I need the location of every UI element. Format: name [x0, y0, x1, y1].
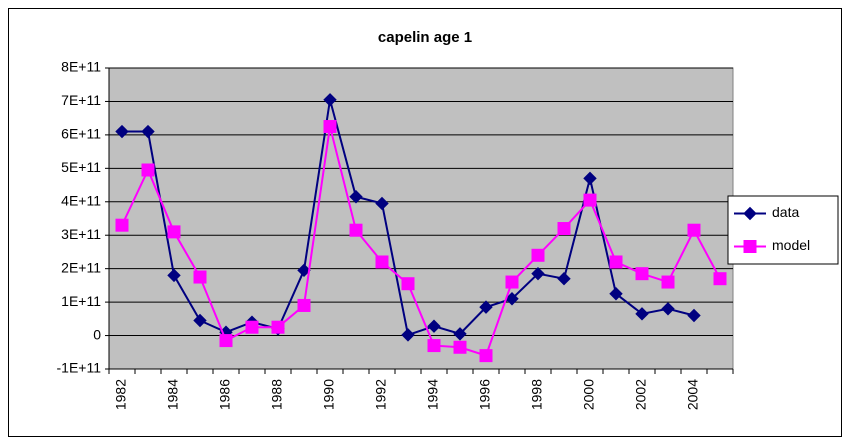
data-point: [167, 268, 181, 283]
y-tick-label: 0: [93, 326, 101, 342]
data-point: [193, 270, 207, 284]
data-point: [583, 171, 597, 186]
data-point: [557, 271, 571, 286]
x-tick-label: 2004: [685, 379, 701, 410]
data-point: [349, 190, 363, 204]
data-point: [349, 223, 363, 237]
y-tick-label: 8E+11: [61, 59, 101, 75]
x-tick-label: 1988: [269, 379, 285, 410]
y-tick-label: 7E+11: [61, 92, 101, 108]
data-point: [297, 263, 311, 278]
data-point: [531, 266, 545, 281]
legend-label: data: [772, 204, 799, 220]
y-tick-label: 4E+11: [61, 192, 101, 208]
data-point: [661, 302, 675, 316]
data-point: [193, 313, 207, 328]
x-tick-label: 1998: [529, 379, 545, 410]
data-point: [245, 320, 259, 334]
data-point: [141, 124, 155, 139]
legend-marker: [743, 240, 757, 253]
data-point: [427, 339, 441, 353]
data-point: [323, 93, 337, 107]
data-point: [297, 298, 311, 312]
data-point: [479, 349, 493, 363]
data-point: [531, 248, 545, 262]
data-point: [687, 308, 701, 323]
data-point: [661, 275, 675, 289]
data-point: [583, 193, 597, 207]
data-point: [713, 272, 727, 286]
data-point: [271, 320, 285, 334]
data-point: [635, 307, 649, 321]
y-tick-label: 6E+11: [61, 126, 101, 142]
x-tick-label: 1996: [477, 379, 493, 410]
x-tick-label: 1994: [425, 379, 441, 410]
chart-title: capelin age 1: [378, 29, 472, 46]
x-tick-label: 1986: [217, 379, 233, 410]
data-point: [167, 225, 181, 239]
x-tick-label: 1992: [373, 379, 389, 410]
data-point: [427, 319, 441, 333]
y-tick-label: -1E+11: [57, 360, 102, 376]
data-point: [557, 222, 571, 236]
data-point: [635, 267, 649, 281]
data-point: [479, 300, 493, 314]
data-point: [453, 340, 467, 354]
data-point: [687, 223, 701, 237]
legend-label: model: [772, 237, 810, 253]
x-tick-label: 1982: [113, 379, 129, 410]
data-point: [401, 277, 415, 291]
data-point: [609, 287, 623, 301]
data-point: [609, 255, 623, 269]
data-point: [505, 275, 519, 289]
plot-area: [108, 67, 734, 370]
data-point: [505, 292, 519, 306]
data-point: [375, 255, 389, 269]
y-tick-label: 1E+11: [61, 293, 101, 309]
data-point: [115, 218, 129, 232]
x-tick-label: 2000: [581, 379, 597, 410]
data-point: [141, 163, 155, 177]
y-tick-label: 5E+11: [61, 159, 101, 175]
data-point: [115, 124, 129, 139]
data-point: [219, 334, 233, 348]
x-tick-label: 2002: [633, 379, 649, 410]
data-point: [401, 328, 415, 342]
x-tick-label: 1990: [321, 379, 337, 410]
data-point: [453, 327, 467, 341]
data-point: [323, 120, 337, 134]
y-tick-label: 3E+11: [61, 226, 101, 242]
legend-marker: [743, 206, 757, 221]
y-tick-label: 2E+11: [61, 259, 101, 275]
x-tick-label: 1984: [165, 379, 181, 410]
data-point: [375, 196, 389, 211]
